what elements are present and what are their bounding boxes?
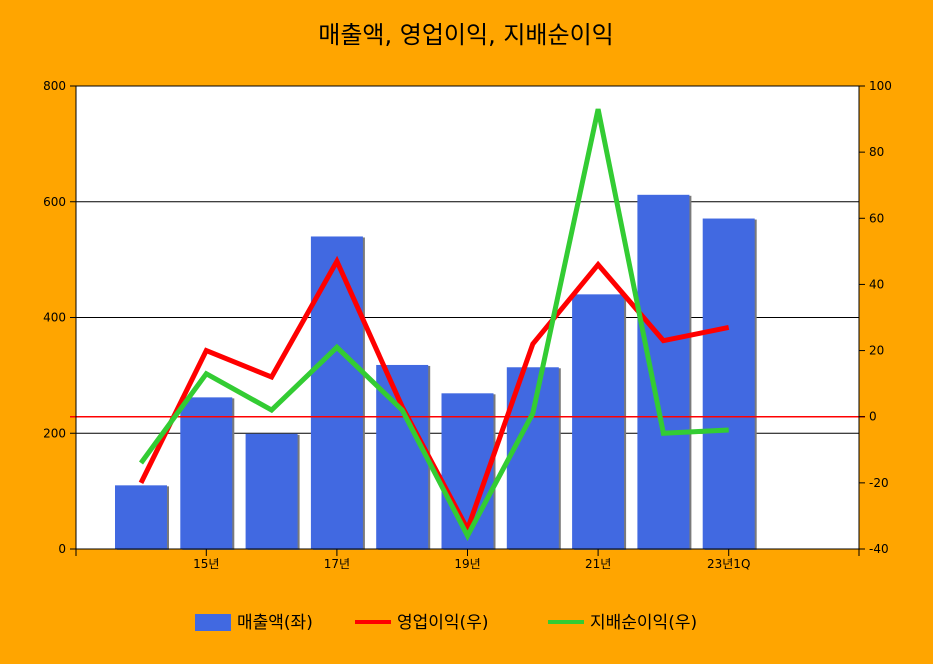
x-tick-label: 21년 [585, 557, 611, 571]
axes: 0 200 400 600 800 -40 -20 0 20 40 60 80 100 15년 17년 19년… [43, 79, 892, 571]
legend-label: 지배순이익(우) [590, 613, 697, 633]
legend: 매출액(좌) 영업이익(우) 지배순이익(우) [195, 613, 697, 633]
right-tick-label: 80 [869, 145, 884, 159]
left-tick-label: 600 [43, 195, 66, 209]
right-tick-label: -20 [869, 476, 889, 490]
legend-label: 매출액(좌) [237, 613, 313, 633]
left-tick-label: 800 [43, 79, 66, 93]
series-line [138, 108, 729, 542]
bar-series [115, 194, 757, 550]
right-tick-label: 40 [869, 277, 884, 291]
bar [115, 485, 167, 549]
x-tick-label: 17년 [324, 557, 350, 571]
bar [637, 194, 690, 549]
right-tick-label: 100 [869, 79, 892, 93]
x-tick-label: 19년 [454, 557, 480, 571]
bar [572, 294, 625, 549]
legend-swatch [195, 614, 231, 631]
line-series [138, 108, 730, 542]
left-tick-label: 400 [43, 311, 66, 325]
legend-label: 영업이익(우) [397, 613, 488, 633]
bar [180, 397, 233, 549]
bar [245, 433, 298, 549]
right-tick-label: 60 [869, 211, 884, 225]
x-tick-label: 15년 [193, 557, 219, 571]
bar [702, 218, 755, 549]
right-tick-label: 20 [869, 344, 884, 358]
bar [310, 236, 363, 549]
right-tick-label: -40 [869, 542, 889, 556]
left-tick-label: 200 [43, 426, 66, 440]
left-tick-label: 0 [58, 542, 66, 556]
chart-title: 매출액, 영업이익, 지배순이익 [318, 21, 613, 49]
right-tick-label: 0 [869, 410, 877, 424]
x-tick-label: 23년1Q [707, 557, 750, 571]
